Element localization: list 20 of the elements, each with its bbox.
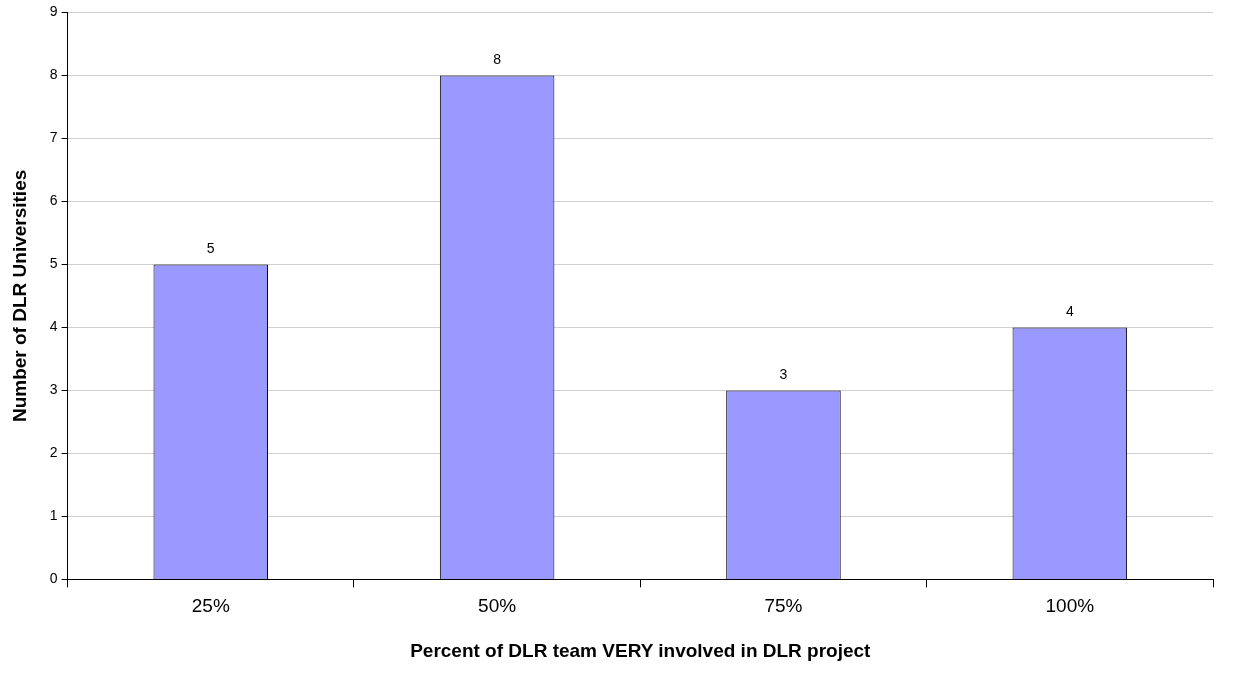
y-axis-title: Number of DLR Universities [8,169,30,423]
x-tick-label: 25% [191,595,230,617]
data-label: 5 [206,240,215,257]
x-tick-label: 100% [1045,595,1095,617]
data-label: 8 [493,51,502,68]
y-tick-label: 1 [49,507,58,524]
x-tick-label: 50% [478,595,517,617]
y-tick-label: 2 [49,444,58,461]
y-tick-label: 7 [49,129,58,146]
y-tick-label: 8 [49,66,58,83]
data-label: 4 [1065,303,1074,320]
x-tick-label: 75% [764,595,803,617]
y-tick-label: 3 [49,381,58,398]
data-label: 3 [779,366,788,383]
y-tick-label: 6 [49,192,58,209]
y-tick-label: 5 [49,255,58,272]
y-tick-label: 0 [49,570,58,587]
y-tick-label: 4 [49,318,58,335]
x-axis-title: Percent of DLR team VERY involved in DLR project [410,639,872,661]
y-tick-label: 9 [49,3,58,20]
